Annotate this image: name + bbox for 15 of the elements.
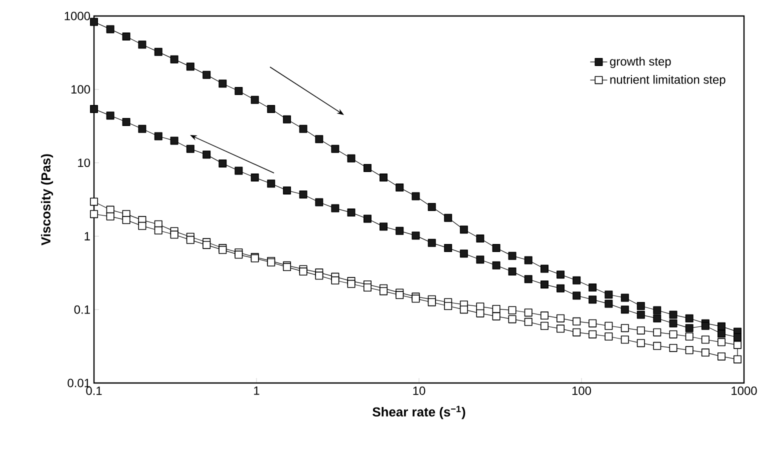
x-tick-label: 1000: [732, 386, 757, 395]
x-axis-title: Shear rate (s$^{−1}$): [372, 406, 466, 420]
y-axis-title: Viscosity (Pas): [40, 154, 54, 246]
legend-label: growth step: [610, 56, 671, 68]
y-tick-label: 1000: [64, 12, 90, 20]
legend-label: nutrient limitation step: [610, 75, 726, 86]
x-tick-label: 100: [572, 386, 592, 395]
x-tick-label: 10: [413, 386, 426, 395]
y-tick-label: 0.1: [74, 305, 90, 314]
x-tick-label: 0.1: [86, 386, 102, 395]
y-tick-label: 1: [84, 232, 90, 240]
x-tick-label: 1: [254, 386, 260, 395]
y-tick-label: 10: [78, 158, 90, 168]
y-tick-label: 100: [71, 85, 90, 94]
y-tick-label: 0.01: [68, 378, 90, 388]
